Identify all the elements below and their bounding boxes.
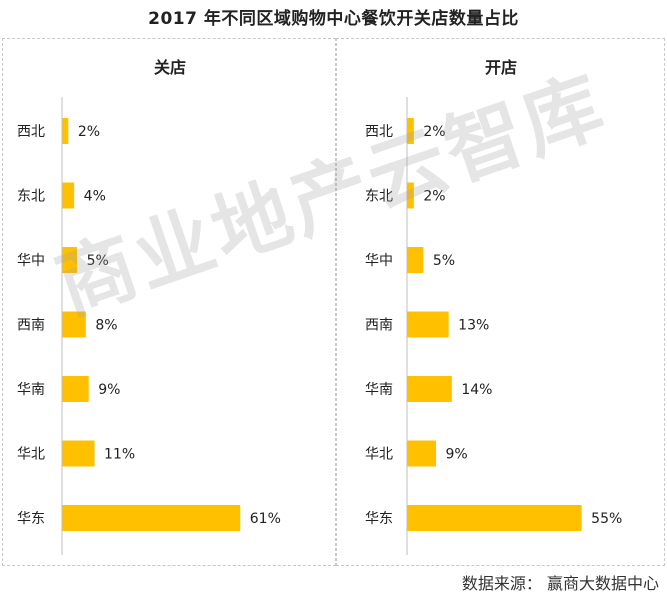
open-value-label: 5%	[433, 253, 455, 269]
open-value-label: 14%	[461, 382, 492, 398]
open-value-label: 9%	[446, 447, 468, 463]
close-category-label: 华中	[17, 253, 45, 269]
open-bar	[407, 505, 582, 531]
close-value-label: 5%	[87, 253, 109, 269]
open-chart-title: 开店	[485, 58, 517, 77]
close-value-label: 11%	[104, 447, 135, 463]
close-bar	[62, 440, 95, 467]
close-value-label: 8%	[95, 318, 117, 334]
close-category-label: 东北	[17, 189, 45, 205]
close-bar	[62, 247, 78, 273]
open-category-label: 华北	[365, 447, 393, 463]
open-category-label: 西南	[365, 318, 393, 334]
close-category-label: 西南	[17, 318, 45, 334]
close-value-label: 2%	[78, 124, 100, 140]
open-bar	[407, 247, 424, 273]
page-title: 2017 年不同区域购物中心餐饮开关店数量占比	[148, 9, 519, 29]
close-bar	[62, 376, 89, 402]
open-category-label: 东北	[365, 189, 393, 205]
close-bar	[62, 311, 86, 338]
open-value-label: 2%	[423, 124, 445, 140]
close-bar	[62, 118, 69, 144]
open-value-label: 13%	[458, 318, 489, 334]
close-chart-title: 关店	[154, 58, 186, 77]
close-category-label: 华北	[17, 447, 45, 463]
open-bar	[407, 376, 452, 402]
close-value-label: 9%	[98, 382, 120, 398]
close-value-label: 4%	[84, 189, 106, 205]
close-category-label: 西北	[17, 124, 45, 140]
open-value-label: 55%	[591, 511, 622, 527]
open-category-label: 华南	[365, 382, 393, 398]
close-store-panel: 关店西北 2% 东北 4% 华中 5% 西南 8% 华南 9% 华北 11% 华东 61%	[2, 38, 336, 566]
close-bar	[62, 505, 241, 531]
close-category-label: 华南	[17, 382, 45, 398]
close-bar	[62, 182, 75, 209]
close-category-label: 华东	[17, 511, 45, 527]
close-value-label: 61%	[250, 511, 281, 527]
open-category-label: 西北	[365, 124, 393, 140]
source-note: 数据来源： 赢商大数据中心	[461, 574, 659, 593]
open-bar	[407, 440, 436, 467]
open-category-label: 华中	[365, 253, 393, 269]
open-category-label: 华东	[365, 511, 393, 527]
open-bar	[407, 311, 449, 338]
open-store-panel: 开店西北 2% 东北 2% 华中 5% 西南 13% 华南 14% 华北 9% 华东 55%	[336, 38, 665, 566]
open-value-label: 2%	[423, 189, 445, 205]
open-bar	[407, 182, 414, 209]
open-bar	[407, 118, 414, 144]
